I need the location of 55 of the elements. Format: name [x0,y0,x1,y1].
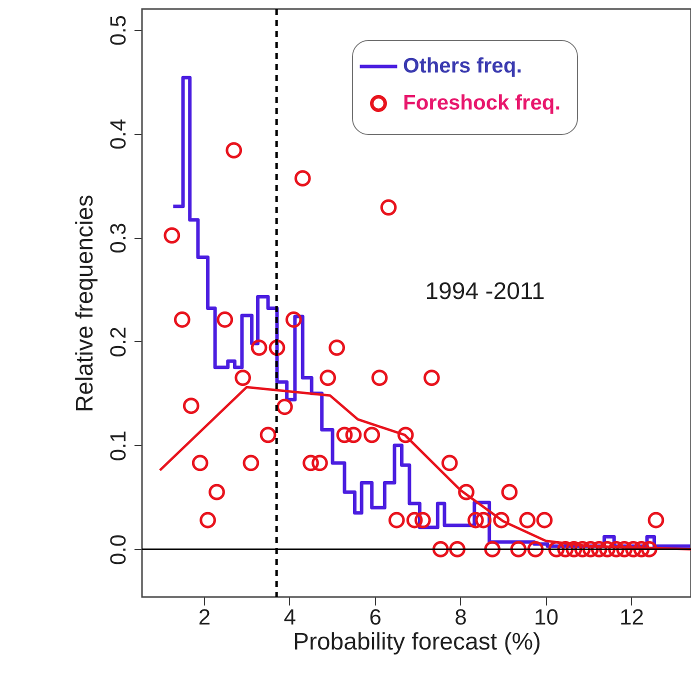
point [226,142,242,158]
x-tick-label: 8 [454,604,467,630]
point [458,484,474,500]
point [276,398,293,416]
point [406,512,423,528]
point [501,484,518,500]
point [216,311,234,328]
x-tick-label: 10 [534,604,558,630]
point [328,339,346,356]
y-tick-label: 0.0 [106,534,130,566]
point [320,370,336,386]
point [234,370,252,386]
y-axis-title: Relative frequencies [72,194,98,412]
x-tick-label: 6 [369,604,382,630]
point [364,426,380,444]
point [493,512,510,528]
y-tick-label: 0.3 [106,222,130,254]
point [208,484,225,500]
point [475,512,492,528]
point [242,454,260,472]
point [441,454,458,472]
x-tick-label: 2 [198,604,211,630]
point [380,199,397,216]
point [336,426,353,444]
point [250,339,268,356]
x-tick-label: 12 [619,604,644,630]
point [388,512,405,528]
y-tick-label: 0.1 [106,430,130,462]
point [285,311,302,328]
point [164,227,180,244]
point [345,426,362,444]
x-axis-title: Probability forecast (%) [292,628,542,656]
point [536,512,553,528]
y-tick-label: 0.4 [106,118,130,150]
point [397,426,414,444]
point [648,512,664,528]
annotation: 1994 -2011 [425,278,545,305]
point [371,370,388,386]
legend-label: Others freq. [403,54,522,78]
point [182,398,200,414]
point [260,426,276,444]
point [519,512,536,528]
legend-label: Foreshock freq. [403,92,561,114]
point [294,170,311,187]
point [467,512,484,528]
point [192,454,208,472]
point [312,454,328,472]
x-tick-label: 4 [284,604,296,630]
point [302,454,319,472]
point [174,311,190,328]
point [200,512,216,528]
y-tick-label: 0.5 [106,14,130,46]
point [414,512,431,528]
y-tick-label: 0.2 [106,326,130,358]
point [423,370,440,386]
